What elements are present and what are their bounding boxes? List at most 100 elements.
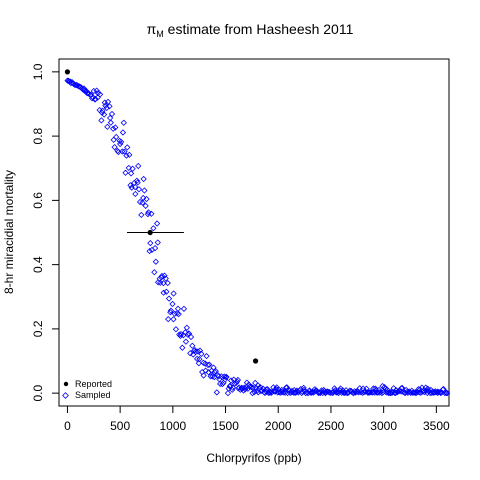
sampled-point xyxy=(287,389,294,396)
y-tick-label: 1.0 xyxy=(31,63,45,80)
sampled-point xyxy=(119,129,127,136)
sampled-point xyxy=(195,360,202,367)
sampled-point xyxy=(112,124,119,131)
sampled-point xyxy=(150,225,157,232)
sampled-point xyxy=(222,373,229,381)
sampled-point xyxy=(360,389,368,396)
y-tick-label: 0.0 xyxy=(31,384,45,401)
sampled-point xyxy=(127,182,134,189)
sampled-point xyxy=(210,364,217,371)
reported-point xyxy=(64,69,71,75)
sampled-point xyxy=(121,148,128,155)
sampled-point xyxy=(113,133,120,141)
sampled-point xyxy=(222,376,229,383)
sampled-point xyxy=(167,307,175,314)
sampled-point xyxy=(142,202,149,209)
sampled-point xyxy=(187,350,194,357)
sampled-point xyxy=(115,148,122,156)
sampled-point xyxy=(140,175,147,183)
sampled-point xyxy=(212,367,219,375)
sampled-point xyxy=(108,110,116,118)
sampled-point xyxy=(179,344,186,351)
sampled-point xyxy=(183,324,190,331)
sampled-point xyxy=(120,119,127,126)
sampled-point xyxy=(98,117,105,124)
reported-point xyxy=(252,358,259,364)
x-tick-label: 3500 xyxy=(423,419,450,433)
sampled-point xyxy=(127,170,135,177)
sampled-point xyxy=(170,316,177,323)
legend-label-reported: Reported xyxy=(75,379,112,389)
sampled-point xyxy=(103,104,110,111)
sampled-point xyxy=(104,98,112,105)
x-axis-title: Chlorpyrifos (ppb) xyxy=(206,451,301,465)
sampled-point xyxy=(135,162,142,170)
sampled-point xyxy=(126,151,133,158)
chart-title-rest: estimate from Hasheesh 2011 xyxy=(164,21,354,37)
sampled-point xyxy=(206,361,213,368)
sampled-point xyxy=(247,383,254,390)
sampled-point xyxy=(151,269,158,276)
sampled-point xyxy=(243,379,251,386)
sampled-point xyxy=(375,386,383,394)
x-tick-label: 2500 xyxy=(318,419,345,433)
sampled-point xyxy=(165,295,173,302)
sampled-point xyxy=(102,102,109,109)
sampled-point xyxy=(251,389,258,396)
chart-title-symbol: π xyxy=(147,21,157,37)
sampled-point xyxy=(139,199,146,206)
sampled-point xyxy=(175,311,182,318)
sampled-point xyxy=(129,165,136,172)
sampled-point xyxy=(443,389,450,397)
y-tick-label: 0.8 xyxy=(31,127,45,144)
sampled-point xyxy=(196,356,203,363)
sampled-point xyxy=(160,280,167,287)
sampled-point xyxy=(234,376,242,384)
sampled-point xyxy=(257,387,265,395)
sampled-point xyxy=(390,385,397,392)
sampled-point xyxy=(202,367,209,374)
chart-title-subscript: M xyxy=(156,29,164,39)
sampled-point xyxy=(106,103,113,110)
sampled-point xyxy=(160,289,167,296)
sampled-point xyxy=(374,389,381,396)
chart-title: πM estimate from Hasheesh 2011 xyxy=(147,21,354,39)
x-tick-label: 500 xyxy=(110,419,130,433)
sampled-point xyxy=(187,333,195,341)
sampled-point xyxy=(204,361,212,369)
legend-marker-sampled xyxy=(62,392,69,399)
x-tick-label: 0 xyxy=(64,419,71,433)
sampled-point xyxy=(154,239,161,246)
sampled-point xyxy=(189,342,196,349)
sampled-point xyxy=(107,114,114,122)
sampled-point xyxy=(180,305,188,312)
sampled-point xyxy=(248,383,255,391)
legend: Reported Sampled xyxy=(62,379,112,400)
legend-label-sampled: Sampled xyxy=(75,390,111,400)
sampled-point xyxy=(107,119,114,126)
series-reported xyxy=(64,69,259,364)
sampled-point xyxy=(424,385,431,392)
y-tick-label: 0.2 xyxy=(31,320,45,337)
sampled-point xyxy=(283,384,291,391)
sampled-point xyxy=(151,245,159,252)
y-tick-label: 0.4 xyxy=(31,256,45,273)
sampled-point xyxy=(135,186,143,193)
sampled-point xyxy=(177,330,185,338)
sampled-point xyxy=(92,95,99,103)
sampled-point xyxy=(132,190,139,198)
sampled-point xyxy=(254,382,262,389)
sampled-point xyxy=(174,305,182,312)
sampled-point xyxy=(147,240,154,247)
legend-marker-reported xyxy=(63,381,69,387)
sampled-point xyxy=(89,94,97,101)
sampled-point xyxy=(132,183,139,191)
x-tick-label: 2000 xyxy=(265,419,292,433)
sampled-point xyxy=(122,169,129,176)
sampled-point xyxy=(213,389,220,396)
sampled-point xyxy=(82,88,89,95)
sampled-point xyxy=(229,384,236,391)
sampled-point xyxy=(111,143,118,151)
sampled-point xyxy=(118,138,125,145)
